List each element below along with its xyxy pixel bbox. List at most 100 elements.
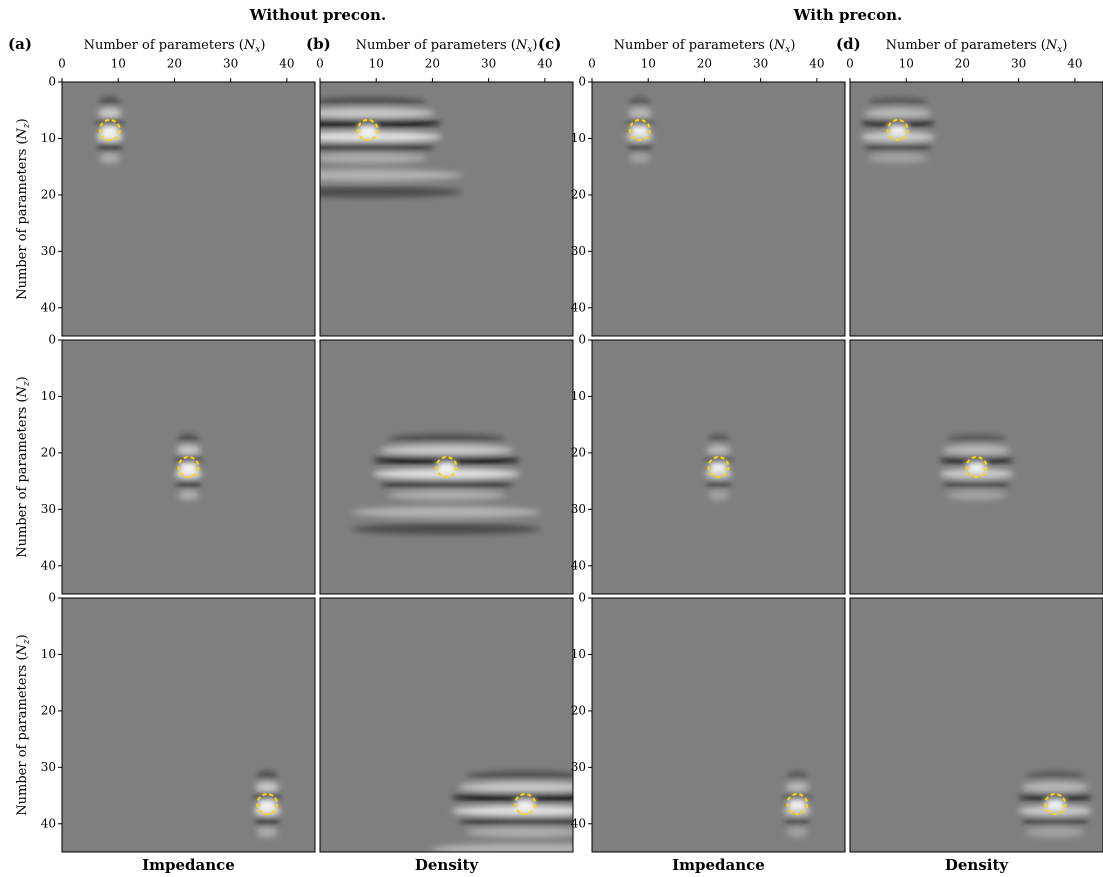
y-tick-label: 20 bbox=[571, 445, 586, 459]
blobs bbox=[939, 433, 1014, 501]
x-tick-label: 20 bbox=[955, 57, 970, 71]
label-part: ) bbox=[260, 38, 265, 53]
panel-image bbox=[626, 96, 654, 164]
y-tick-label: 40 bbox=[41, 816, 56, 830]
y-tick-label: 30 bbox=[571, 244, 586, 258]
band bbox=[379, 444, 514, 456]
panel-image bbox=[96, 96, 124, 164]
band bbox=[458, 815, 573, 827]
panel-frame bbox=[61, 597, 316, 853]
band bbox=[372, 455, 521, 466]
x-tick-label: 40 bbox=[809, 57, 824, 71]
center bbox=[968, 462, 985, 472]
panel-frame bbox=[591, 339, 846, 595]
label-part: Number of parameters ( bbox=[15, 397, 30, 557]
band bbox=[864, 107, 932, 119]
band bbox=[372, 468, 521, 479]
source-marker bbox=[628, 118, 651, 141]
band bbox=[943, 478, 1010, 490]
column-label: Density bbox=[415, 856, 480, 874]
x-tick-label: 0 bbox=[316, 57, 324, 71]
panel-image bbox=[253, 770, 281, 838]
band bbox=[1021, 782, 1089, 793]
center bbox=[1046, 799, 1064, 809]
label-part: ) bbox=[790, 38, 795, 53]
blobs bbox=[352, 433, 541, 535]
band bbox=[1025, 827, 1085, 838]
y-tick-label: 30 bbox=[571, 502, 586, 516]
axis-label: Number of parameters (Nz) bbox=[15, 118, 32, 299]
label-part: Number of parameters ( bbox=[886, 38, 1046, 53]
band bbox=[860, 118, 935, 129]
label-part: N bbox=[773, 38, 786, 53]
x-tick-label: 30 bbox=[481, 57, 496, 71]
x-tick-label: 40 bbox=[1067, 57, 1082, 71]
band bbox=[320, 107, 435, 119]
blobs bbox=[320, 96, 463, 198]
y-tick-label: 30 bbox=[571, 760, 586, 774]
y-tick-label: 30 bbox=[41, 760, 56, 774]
blobs bbox=[705, 433, 732, 501]
panel-label: (a) bbox=[8, 35, 32, 53]
y-tick-label: 20 bbox=[571, 703, 586, 717]
label-part: ) bbox=[1062, 38, 1067, 53]
source-marker bbox=[965, 456, 988, 478]
label-part: ) bbox=[15, 376, 30, 381]
group-title: Without precon. bbox=[249, 6, 386, 24]
band bbox=[629, 153, 651, 164]
blobs bbox=[860, 96, 935, 164]
band bbox=[99, 153, 121, 164]
band bbox=[1025, 770, 1085, 781]
band bbox=[707, 433, 730, 444]
axis-label: Number of parameters (Nx) bbox=[356, 38, 538, 55]
y-tick-label: 20 bbox=[571, 187, 586, 201]
band bbox=[177, 490, 200, 501]
source-marker bbox=[886, 118, 909, 141]
band bbox=[466, 827, 573, 838]
panel-label: (d) bbox=[836, 35, 861, 53]
x-tick-label: 20 bbox=[425, 57, 440, 71]
label-part: Number of parameters ( bbox=[356, 38, 516, 53]
band bbox=[256, 770, 278, 781]
source-marker bbox=[514, 793, 537, 816]
center bbox=[631, 125, 649, 135]
column-label: Impedance bbox=[672, 856, 765, 874]
band bbox=[939, 455, 1014, 466]
blobs bbox=[626, 96, 654, 164]
band bbox=[387, 490, 506, 501]
y-tick-label: 40 bbox=[571, 816, 586, 830]
x-tick-label: 0 bbox=[58, 57, 66, 71]
blobs bbox=[175, 433, 202, 501]
x-tick-label: 0 bbox=[846, 57, 854, 71]
band bbox=[320, 153, 427, 164]
source-marker bbox=[356, 118, 379, 141]
label-part: z bbox=[22, 123, 32, 129]
band bbox=[320, 141, 435, 152]
band bbox=[97, 107, 122, 119]
label-part: ) bbox=[15, 634, 30, 639]
center bbox=[258, 799, 276, 809]
source-marker bbox=[786, 793, 809, 816]
x-tick-label: 30 bbox=[223, 57, 238, 71]
label-part: z bbox=[22, 639, 32, 645]
y-tick-label: 0 bbox=[48, 333, 56, 347]
band bbox=[629, 96, 651, 107]
band bbox=[466, 770, 573, 781]
y-tick-label: 10 bbox=[571, 647, 586, 661]
band bbox=[320, 96, 427, 107]
band bbox=[706, 444, 731, 456]
axis-label: Number of parameters (Nx) bbox=[84, 38, 266, 55]
axis-label: Number of parameters (Nx) bbox=[886, 38, 1068, 55]
band bbox=[320, 118, 442, 129]
band bbox=[946, 490, 1007, 501]
group-title: With precon. bbox=[793, 6, 903, 24]
y-tick-label: 10 bbox=[571, 389, 586, 403]
band bbox=[786, 770, 808, 781]
label-part: Number of parameters ( bbox=[15, 139, 30, 299]
band bbox=[320, 186, 463, 198]
band bbox=[176, 444, 201, 456]
x-tick-label: 40 bbox=[537, 57, 552, 71]
band bbox=[627, 107, 652, 119]
band bbox=[627, 141, 652, 152]
